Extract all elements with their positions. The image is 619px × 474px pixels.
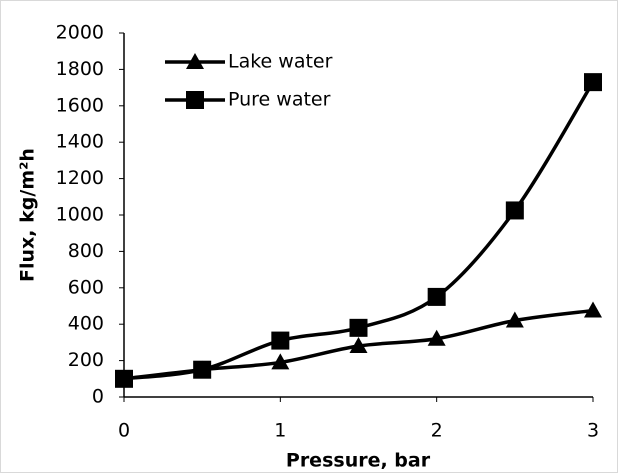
x-tick-label: 3 <box>587 420 599 442</box>
marker-triangle <box>349 337 368 354</box>
marker-square <box>193 360 212 379</box>
marker-triangle <box>505 311 524 328</box>
y-tick-label: 1400 <box>56 131 104 153</box>
marker-square <box>349 318 368 337</box>
marker-triangle <box>271 353 290 370</box>
x-tick-label: 1 <box>274 420 286 442</box>
x-axis-label: Pressure, bar <box>286 450 431 472</box>
legend-label: Lake water <box>228 51 333 73</box>
y-tick-label: 400 <box>68 313 104 335</box>
y-tick-label: 800 <box>68 240 104 262</box>
y-tick-label: 2000 <box>56 22 104 44</box>
legend-label: Pure water <box>228 89 331 111</box>
y-tick-label: 200 <box>68 349 104 371</box>
marker-triangle <box>427 329 446 346</box>
marker-square <box>271 331 290 350</box>
marker-square <box>505 201 524 220</box>
y-tick-label: 1800 <box>56 58 104 80</box>
marker-square <box>584 73 602 92</box>
marker-square <box>427 287 446 306</box>
y-tick-label: 1000 <box>56 204 104 226</box>
marker-square <box>115 369 133 388</box>
x-tick-label: 2 <box>431 420 443 442</box>
y-tick-label: 0 <box>92 386 104 408</box>
marker-triangle <box>584 301 602 318</box>
y-tick-label: 1200 <box>56 167 104 189</box>
y-axis-label: Flux, kg/m²h <box>17 148 39 282</box>
y-tick-label: 600 <box>68 276 104 298</box>
x-tick-label: 0 <box>118 420 130 442</box>
y-tick-label: 1600 <box>56 94 104 116</box>
marker-square <box>186 91 204 109</box>
marker-triangle <box>186 53 204 69</box>
